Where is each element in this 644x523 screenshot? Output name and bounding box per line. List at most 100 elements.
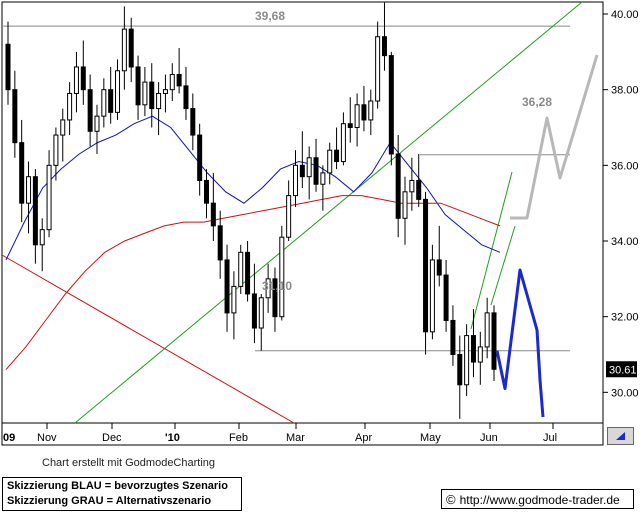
candle-body xyxy=(436,259,442,276)
scenario-grey-path xyxy=(510,54,599,220)
candle-body xyxy=(183,85,189,110)
x-tick-label: Nov xyxy=(37,432,57,444)
x-tick-label: May xyxy=(420,432,441,444)
candle-body xyxy=(80,66,86,91)
candle-body xyxy=(279,236,285,318)
x-tick-label: 09 xyxy=(3,432,15,444)
trend-line-long xyxy=(74,1,583,424)
candle-body xyxy=(381,36,387,57)
candle-body xyxy=(334,149,340,163)
chart-credit: Chart erstellt mit GodmodeCharting xyxy=(42,457,216,469)
candle-body xyxy=(162,89,168,94)
candle-body xyxy=(402,191,408,219)
candle-body xyxy=(423,198,429,333)
candle-body xyxy=(12,89,18,144)
candle-body xyxy=(128,28,134,68)
candle-body xyxy=(115,70,121,113)
candle-body xyxy=(409,179,415,193)
candle-body xyxy=(258,297,264,329)
candle-body xyxy=(251,293,257,329)
level-label: 39,68 xyxy=(255,9,285,23)
candle-body xyxy=(457,354,463,386)
candle-body xyxy=(67,92,73,121)
candle-body xyxy=(388,55,394,155)
candle-body xyxy=(53,134,59,166)
candle-body xyxy=(121,28,127,72)
candle-body xyxy=(231,285,237,314)
arrow-icon xyxy=(616,432,625,440)
y-tick-label: 32.00 xyxy=(611,312,639,324)
candle-body xyxy=(217,225,223,261)
copyright-icon: © xyxy=(446,492,456,507)
candle-body xyxy=(320,172,326,185)
moving-average-short xyxy=(5,115,501,261)
y-tick-label: 30.00 xyxy=(611,387,639,399)
candle-body xyxy=(245,251,251,295)
candle-body xyxy=(224,259,230,314)
candle-body xyxy=(361,104,367,121)
candle-body xyxy=(299,164,305,178)
candle-body xyxy=(26,176,32,204)
last-price-label: 30.61 xyxy=(609,364,637,376)
scenario-legend: Skizzierung BLAU = bevorzugtes Szenario … xyxy=(2,477,242,511)
x-tick-label: Jul xyxy=(543,432,557,444)
candle-body xyxy=(108,89,114,113)
candle-body xyxy=(142,81,148,106)
candle-body xyxy=(19,142,25,204)
candle-body xyxy=(292,164,298,197)
candle-body xyxy=(60,119,66,136)
candle-body xyxy=(101,89,107,117)
candle-body xyxy=(197,134,203,181)
candle-body xyxy=(169,74,175,91)
y-tick-label: 34.00 xyxy=(611,236,639,248)
candle-body xyxy=(176,74,182,87)
candle-body xyxy=(156,92,162,110)
x-tick-label: Dec xyxy=(102,432,122,444)
x-tick-label: Feb xyxy=(229,432,248,444)
candle-body xyxy=(327,149,333,174)
level-label: 31,10 xyxy=(262,279,292,293)
x-axis-strip xyxy=(1,422,604,446)
candle-body xyxy=(340,123,346,163)
y-tick-label: 36.00 xyxy=(611,160,639,172)
candle-body xyxy=(491,312,497,370)
trend-channel-upper xyxy=(470,171,513,330)
candle-body xyxy=(135,66,141,106)
source-url: http://www.godmode-trader.de xyxy=(459,493,620,507)
candle-body xyxy=(238,251,244,287)
candle-body xyxy=(286,195,292,238)
candle-body xyxy=(272,278,278,318)
moving-average-long xyxy=(5,195,501,370)
candle-body xyxy=(46,164,52,231)
legend-blue: Skizzierung BLAU = bevorzugtes Szenario xyxy=(7,480,228,492)
candle-body xyxy=(87,89,93,132)
candle-body xyxy=(313,157,319,185)
scroll-right-button[interactable] xyxy=(607,427,634,445)
trend-line-down xyxy=(1,254,295,424)
candle-body xyxy=(443,274,449,321)
candle-body xyxy=(73,66,79,94)
candle-body xyxy=(190,108,196,136)
candle-body xyxy=(210,202,216,227)
trend-channel-lower xyxy=(490,225,516,306)
candle-body xyxy=(354,104,360,129)
candle-body xyxy=(265,278,271,299)
candle-body xyxy=(464,335,470,386)
candle-body xyxy=(347,123,353,129)
candle-body xyxy=(368,100,374,121)
candle-body xyxy=(429,259,435,333)
x-tick-label: Apr xyxy=(355,432,372,444)
candle-body xyxy=(306,157,312,178)
source-url-box[interactable]: © http://www.godmode-trader.de xyxy=(441,489,634,509)
candle-body xyxy=(416,179,422,200)
candle-body xyxy=(470,335,476,363)
legend-grey: Skizzierung GRAU = Alternativszenario xyxy=(7,495,212,507)
last-price-box xyxy=(606,361,637,378)
x-tick-label: Jun xyxy=(480,432,498,444)
y-tick-label: 40.00 xyxy=(611,9,639,21)
candle-body xyxy=(149,81,155,110)
candle-body xyxy=(5,43,11,91)
scenario-blue-path xyxy=(495,268,545,418)
candle-body xyxy=(204,179,210,204)
